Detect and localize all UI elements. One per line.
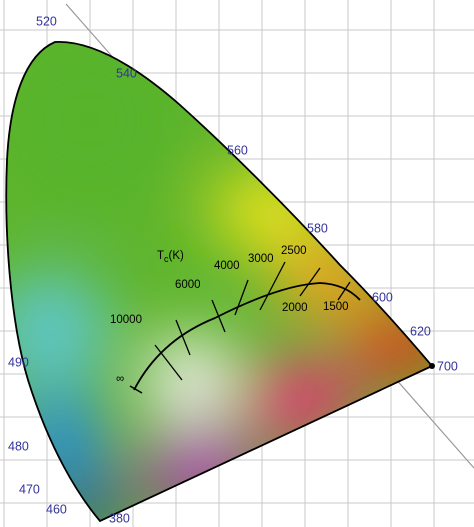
wavelength-label: 380 bbox=[109, 511, 130, 525]
wavelength-label: 580 bbox=[307, 221, 328, 235]
planckian-title: Tc(K) bbox=[157, 250, 184, 264]
spectral-locus bbox=[5, 41, 434, 523]
wavelength-label: 560 bbox=[227, 143, 248, 157]
wavelength-label: 470 bbox=[19, 482, 40, 496]
cct-label: 6000 bbox=[175, 279, 201, 291]
iso-line bbox=[259, 261, 286, 311]
cct-label: 4000 bbox=[214, 260, 240, 272]
wavelength-label: 620 bbox=[410, 324, 431, 338]
wavelength-label: 600 bbox=[372, 290, 393, 304]
wavelength-label: 480 bbox=[8, 439, 29, 453]
iso-line bbox=[299, 267, 321, 297]
iso-line bbox=[129, 385, 143, 394]
planckian-locus bbox=[133, 282, 361, 391]
cct-label: 10000 bbox=[110, 314, 142, 326]
wavelength-label: 520 bbox=[36, 14, 57, 28]
iso-line bbox=[154, 344, 183, 381]
iso-line bbox=[211, 299, 226, 333]
cct-label: 1500 bbox=[323, 301, 349, 313]
wavelength-label: 490 bbox=[8, 355, 29, 369]
cct-label: 3000 bbox=[248, 253, 274, 265]
cct-label: ∞ bbox=[116, 373, 124, 385]
iso-line bbox=[175, 319, 191, 356]
wavelength-label: 700 bbox=[437, 359, 458, 373]
wavelength-label: 460 bbox=[46, 502, 67, 516]
wavelength-label: 540 bbox=[116, 66, 137, 80]
iso-line bbox=[234, 279, 249, 316]
cct-label: 2000 bbox=[282, 302, 308, 314]
cct-label: 2500 bbox=[281, 245, 307, 257]
iso-line bbox=[337, 281, 351, 301]
locus-end bbox=[429, 363, 435, 369]
